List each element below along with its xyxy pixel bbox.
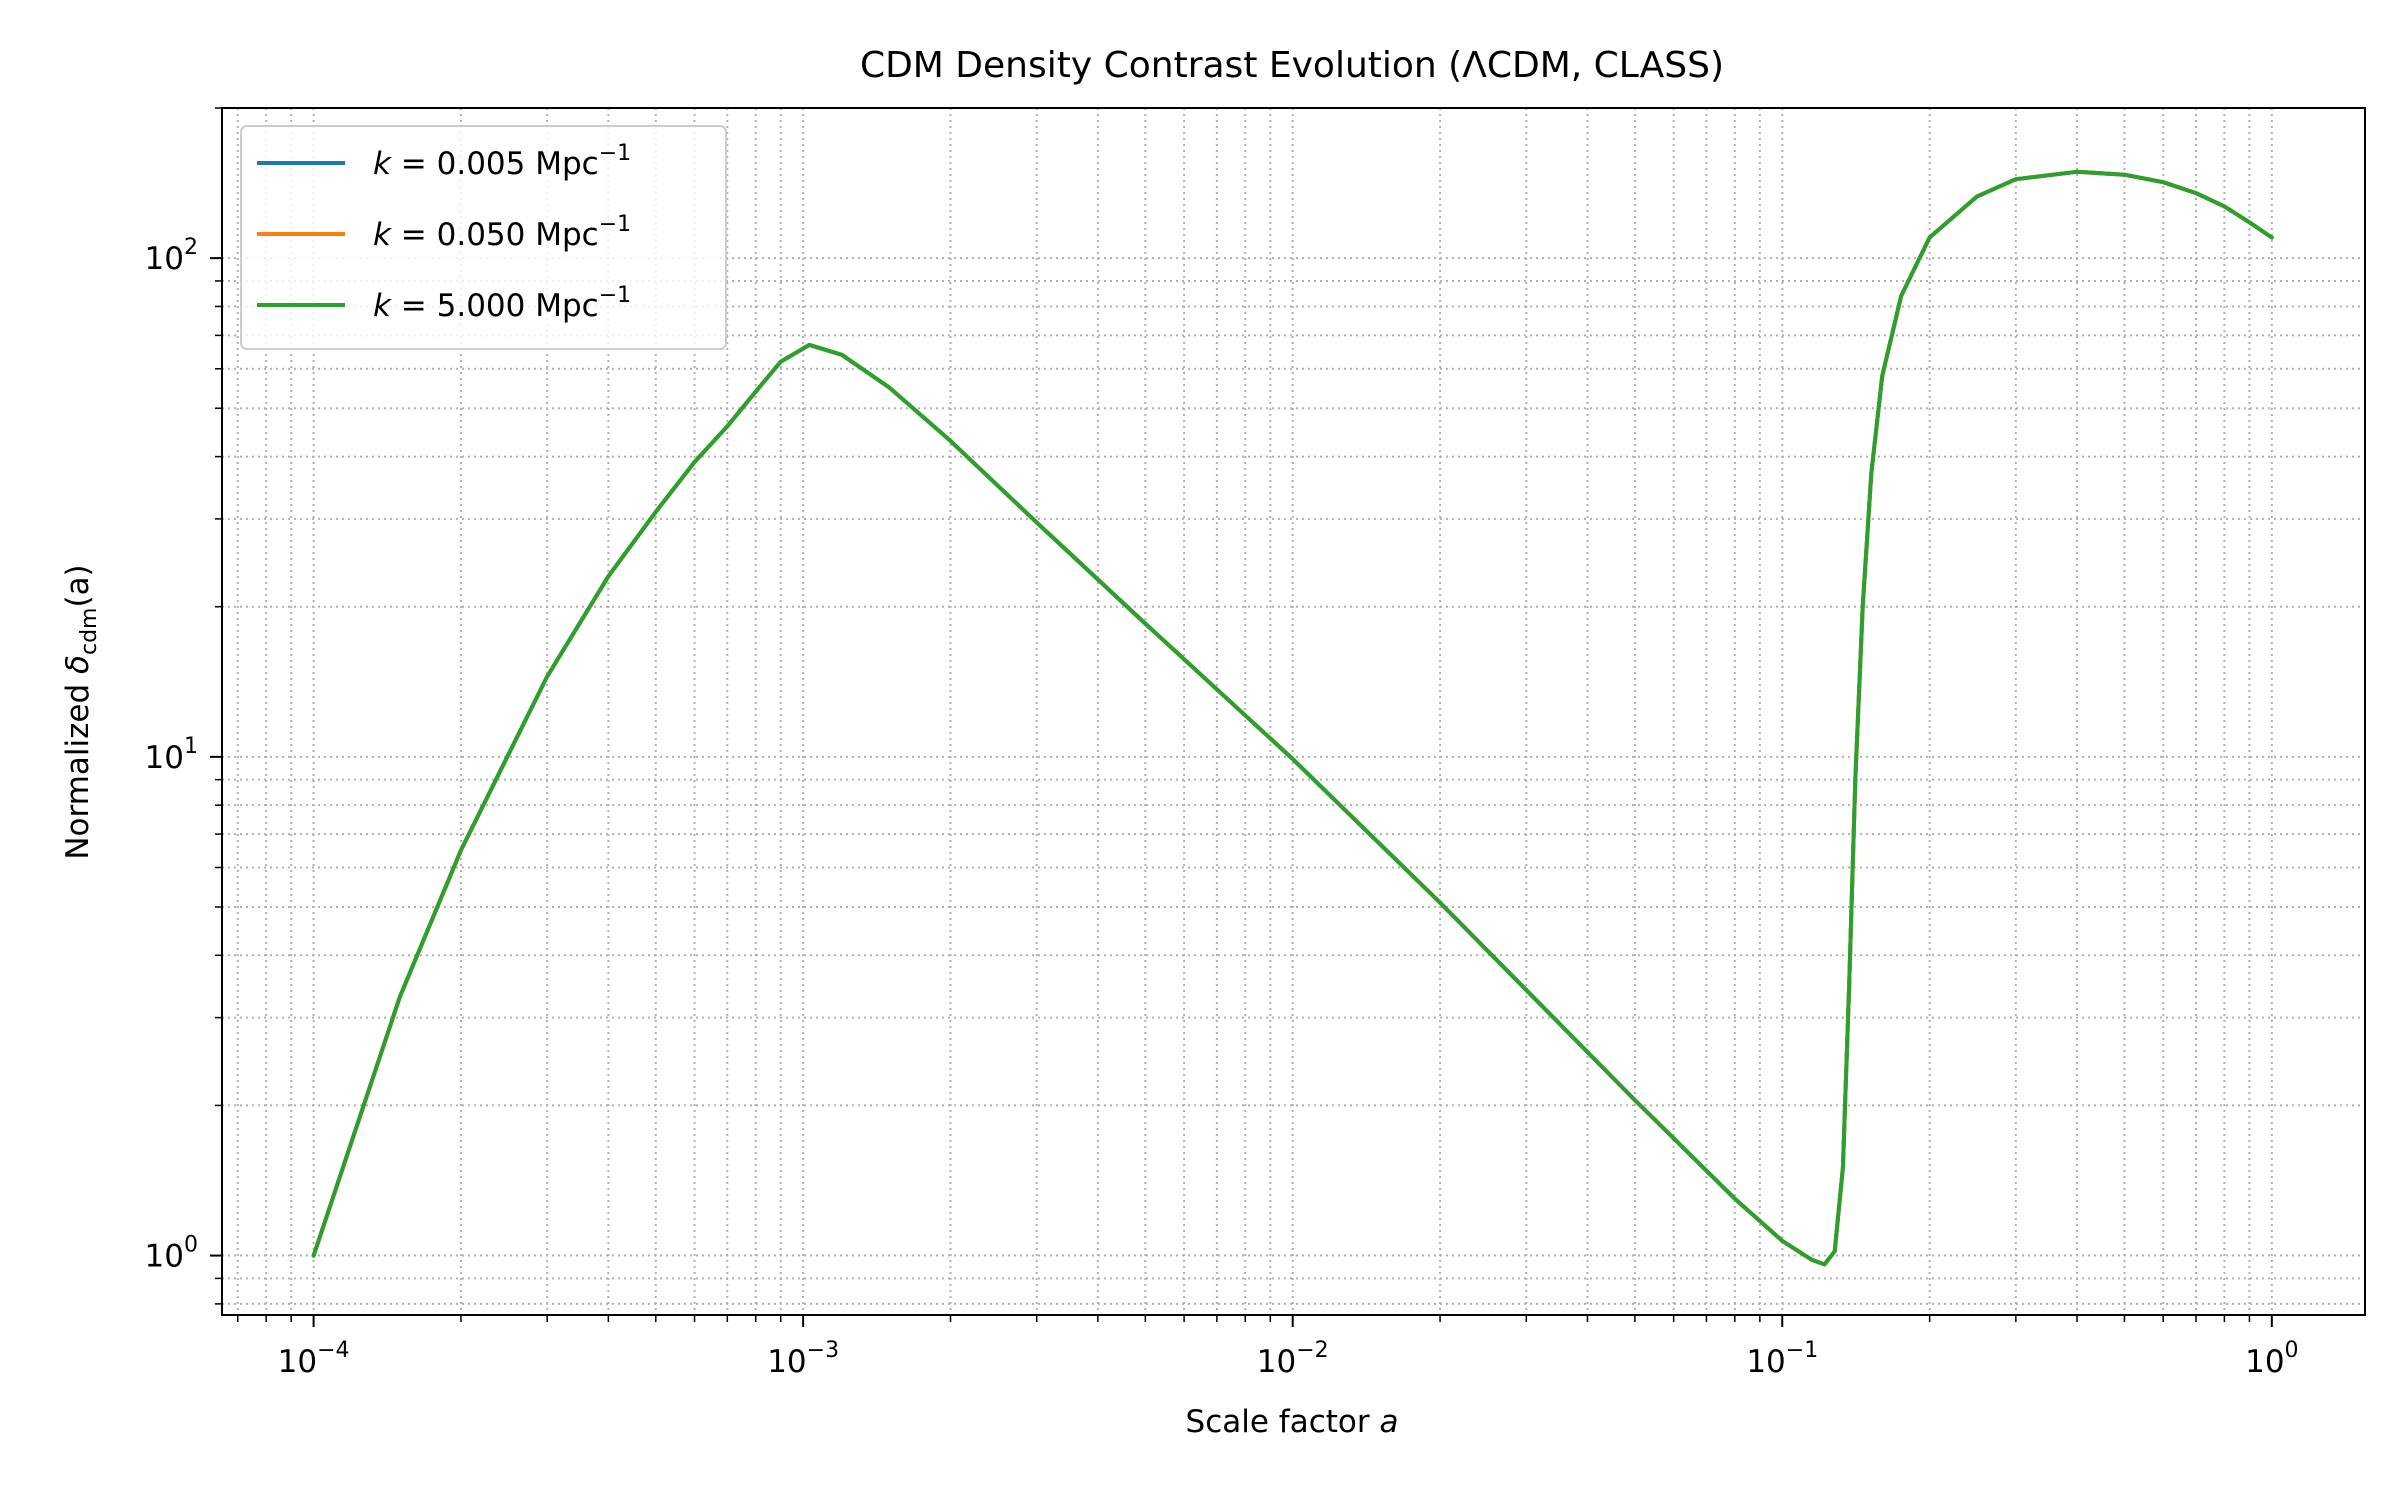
x-tick-label-base: 10 (1746, 1344, 1785, 1380)
x-tick-label-exponent: −4 (317, 1338, 349, 1363)
y-axis-label-suffix: (a) (60, 564, 96, 607)
y-tick-label-exponent: 0 (184, 1233, 198, 1258)
x-tick-label-base: 10 (767, 1344, 806, 1380)
y-tick-label-base: 10 (145, 740, 184, 776)
x-tick-label-exponent: −3 (807, 1338, 839, 1363)
y-axis-label-symbol: δ (60, 655, 96, 674)
y-tick-label-base: 10 (145, 1239, 184, 1275)
y-axis-label-subscript: cdm (77, 608, 102, 656)
legend-label-text: = 5.000 Mpc (391, 288, 599, 324)
y-tick-label-exponent: 2 (184, 235, 198, 260)
x-tick-label: 10−4 (278, 1338, 350, 1380)
legend-label: k = 0.050 Mpc−1 (373, 212, 631, 253)
x-tick-label-exponent: 0 (2285, 1338, 2299, 1363)
series-line-3 (311, 169, 2274, 1267)
legend-label-text: = 0.050 Mpc (391, 217, 599, 253)
legend-label-var: k (373, 217, 392, 253)
x-axis-label-var: a (1379, 1404, 1398, 1440)
x-tick-label: 100 (2245, 1338, 2298, 1380)
x-tick-label: 10−2 (1257, 1338, 1329, 1380)
y-axis-label: Normalized δcdm(a) (60, 564, 102, 859)
chart-title: CDM Density Contrast Evolution (ΛCDM, CL… (860, 45, 1724, 86)
x-tick-label-base: 10 (278, 1344, 317, 1380)
legend: k = 0.005 Mpc−1k = 0.050 Mpc−1k = 5.000 … (240, 125, 727, 350)
legend-box (240, 125, 727, 350)
x-axis-label: Scale factor a (1186, 1404, 1399, 1440)
y-tick-label-exponent: 1 (184, 734, 198, 759)
x-axis-label-text: Scale factor (1186, 1404, 1380, 1440)
legend-label-sup: −1 (599, 283, 631, 308)
x-tick-label-exponent: −1 (1786, 1338, 1818, 1363)
y-tick-label-base: 10 (145, 241, 184, 277)
legend-label: k = 0.005 Mpc−1 (373, 141, 631, 182)
legend-label-text: = 0.005 Mpc (391, 146, 599, 182)
x-tick-label-base: 10 (1257, 1344, 1296, 1380)
legend-label-var: k (373, 288, 392, 324)
legend-label: k = 5.000 Mpc−1 (373, 283, 631, 324)
x-tick-label: 10−3 (767, 1338, 839, 1380)
legend-label-var: k (373, 146, 392, 182)
x-tick-label-exponent: −2 (1296, 1338, 1328, 1363)
x-tick-label-base: 10 (2245, 1344, 2284, 1380)
y-tick-label: 101 (145, 734, 198, 776)
legend-label-sup: −1 (599, 212, 631, 237)
y-axis-label-prefix: Normalized (60, 674, 96, 860)
y-tick-label: 100 (145, 1233, 198, 1275)
legend-label-sup: −1 (599, 141, 631, 166)
y-tick-label: 102 (145, 235, 198, 277)
x-tick-label: 10−1 (1746, 1338, 1818, 1380)
series-layer (311, 169, 2274, 1267)
